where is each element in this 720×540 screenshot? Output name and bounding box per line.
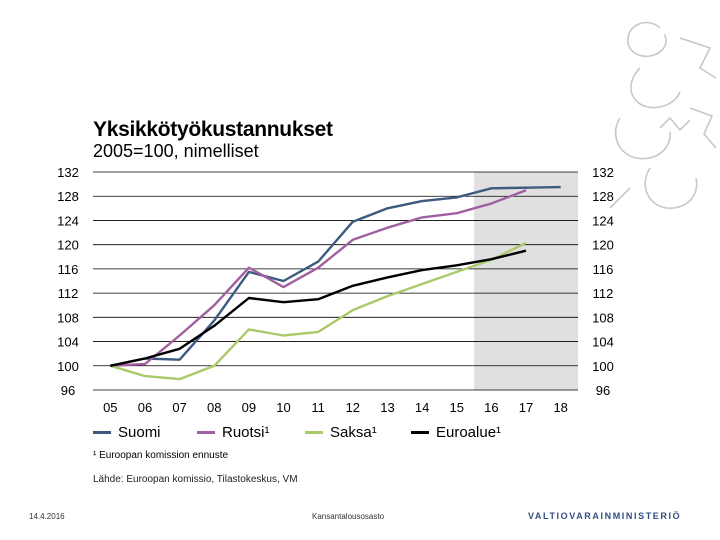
y-tick-label-left: 108 bbox=[57, 310, 79, 325]
lion-emblem-icon bbox=[609, 21, 717, 209]
series-line-saksa bbox=[109, 241, 527, 381]
x-tick-label: 13 bbox=[380, 400, 394, 415]
forecast-footnote: ¹ Euroopan komission ennuste bbox=[93, 450, 229, 461]
x-tick-label: 05 bbox=[103, 400, 117, 415]
y-tick-label-right: 108 bbox=[592, 310, 614, 325]
y-tick-label-right: 128 bbox=[592, 189, 614, 204]
x-tick-label: 09 bbox=[242, 400, 256, 415]
x-tick-label: 11 bbox=[311, 400, 325, 415]
legend-label-euroalue: Euroalue¹ bbox=[436, 424, 502, 441]
legend-swatch-saksa bbox=[305, 431, 323, 434]
x-tick-label: 10 bbox=[276, 400, 290, 415]
y-tick-label-left: 120 bbox=[57, 238, 79, 253]
chart-subtitle: 2005=100, nimelliset bbox=[93, 141, 259, 161]
y-tick-label-left: 104 bbox=[57, 335, 79, 350]
x-tick-label: 16 bbox=[484, 400, 498, 415]
y-tick-label-right: 124 bbox=[592, 213, 614, 228]
y-tick-label-left: 100 bbox=[57, 359, 79, 374]
legend-swatch-suomi bbox=[93, 431, 111, 434]
y-tick-label-right: 116 bbox=[593, 262, 614, 277]
x-tick-label: 17 bbox=[519, 400, 533, 415]
legend-swatch-euroalue bbox=[411, 431, 429, 434]
series-line-euroalue bbox=[110, 249, 527, 367]
y-tick-label-left: 128 bbox=[57, 189, 79, 204]
legend-label-ruotsi: Ruotsi¹ bbox=[222, 424, 270, 441]
y-tick-label-right: 104 bbox=[592, 335, 614, 350]
source-note: Lähde: Euroopan komissio, Tilastokeskus,… bbox=[93, 474, 298, 485]
y-tick-label-left: 124 bbox=[57, 213, 79, 228]
footer-date: 14.4.2016 bbox=[29, 512, 65, 521]
legend-label-suomi: Suomi bbox=[118, 424, 161, 441]
chart-title: Yksikkötyökustannukset bbox=[93, 118, 333, 141]
legend-label-saksa: Saksa¹ bbox=[330, 424, 377, 441]
x-tick-label: 18 bbox=[553, 400, 567, 415]
forecast-shading bbox=[474, 172, 578, 390]
x-tick-label: 06 bbox=[138, 400, 152, 415]
legend-swatch-ruotsi bbox=[197, 431, 215, 434]
x-tick-label: 08 bbox=[207, 400, 221, 415]
x-tick-label: 15 bbox=[450, 400, 464, 415]
y-tick-label-right: 132 bbox=[592, 165, 614, 180]
y-tick-label-left: 116 bbox=[58, 262, 79, 277]
y-tick-label-right: 96 bbox=[596, 383, 610, 398]
y-tick-label-left: 112 bbox=[58, 286, 79, 301]
y-tick-label-right: 120 bbox=[592, 238, 614, 253]
footer-ministry-logo: VALTIOVARAINMINISTERIÖ bbox=[528, 511, 682, 521]
footer-department: Kansantalousosasto bbox=[312, 512, 385, 521]
x-tick-label: 14 bbox=[415, 400, 429, 415]
series-line-ruotsi bbox=[110, 189, 527, 367]
legend: Suomi Ruotsi¹ Saksa¹ Euroalue¹ bbox=[93, 424, 613, 446]
y-tick-label-right: 100 bbox=[592, 359, 614, 374]
y-tick-label-right: 112 bbox=[593, 286, 614, 301]
legend-item-euroalue: Euroalue¹ bbox=[411, 424, 501, 441]
legend-item-ruotsi: Ruotsi¹ bbox=[197, 424, 270, 441]
series-line-suomi bbox=[110, 185, 561, 367]
y-tick-label-left: 96 bbox=[61, 383, 75, 398]
y-tick-label-left: 132 bbox=[57, 165, 79, 180]
legend-item-suomi: Suomi bbox=[93, 424, 161, 441]
x-tick-label: 12 bbox=[346, 400, 360, 415]
legend-item-saksa: Saksa¹ bbox=[305, 424, 377, 441]
x-tick-label: 07 bbox=[172, 400, 186, 415]
